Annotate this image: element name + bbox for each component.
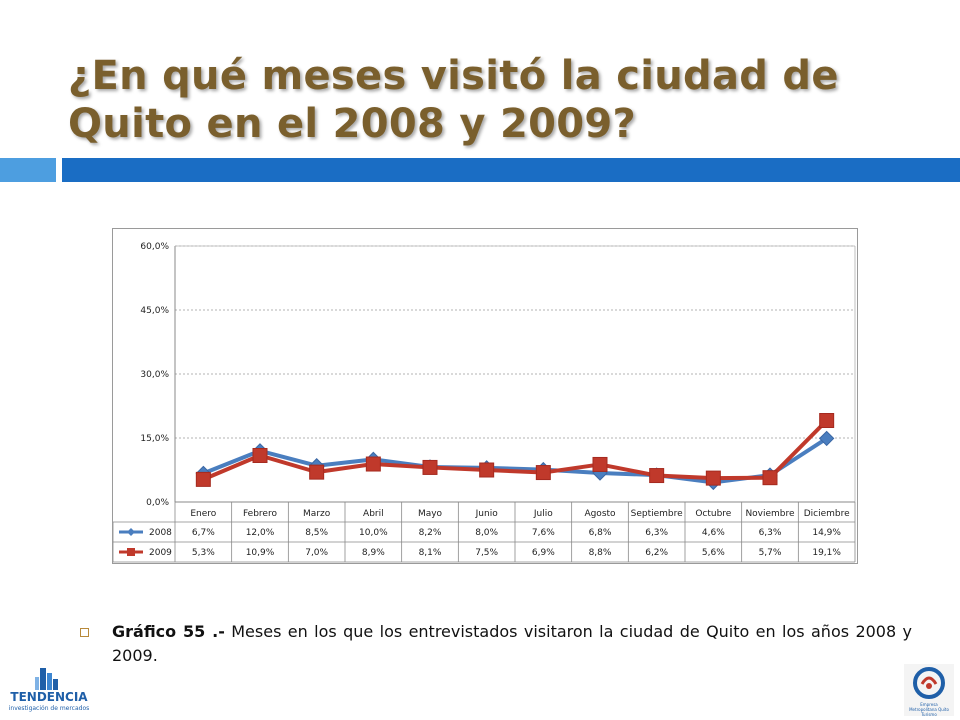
y-tick-label: 0,0%: [146, 498, 169, 508]
data-label-2009: 5,6%: [702, 548, 725, 558]
y-tick-label: 15,0%: [140, 434, 169, 444]
data-label-2008: 4,6%: [702, 528, 725, 538]
data-point-2008: [818, 430, 835, 447]
data-label-2008: 8,0%: [475, 528, 498, 538]
quito-turismo-logo: Empresa Metropolitana Quito Turismo: [904, 664, 954, 717]
caption-text: Meses en los que los entrevistados visit…: [112, 622, 913, 665]
data-label-2008: 6,3%: [759, 528, 782, 538]
chart-canvas: 0,0% 15,0% 30,0% 45,0% 60,0% Enero Febrero Mar…: [113, 242, 856, 563]
data-label-2008: 8,2%: [419, 528, 442, 538]
legend-entry-2008: 2008: [149, 528, 172, 538]
data-point-2009: [705, 470, 721, 486]
legend-key-marker-2008: [127, 528, 135, 536]
data-label-2009: 6,2%: [645, 548, 668, 558]
data-label-2009: 8,8%: [589, 548, 612, 558]
x-tick-label: Diciembre: [804, 509, 850, 519]
tendencia-tagline: investigación de mercados: [8, 705, 90, 712]
header-bar: [62, 158, 960, 182]
data-label-2009: 6,9%: [532, 548, 555, 558]
data-point-2009: [479, 462, 495, 478]
data-label-2008: 7,6%: [532, 528, 555, 538]
series-lines: [195, 413, 835, 491]
data-point-2009: [365, 456, 381, 472]
data-label-2008: 8,5%: [305, 528, 328, 538]
data-label-2008: 6,8%: [589, 528, 612, 538]
data-label-2009: 5,3%: [192, 548, 215, 558]
header-bar-accent: [0, 158, 56, 182]
data-label-2009: 10,9%: [246, 548, 275, 558]
tendencia-logo: TENDENCIA investigación de mercados: [6, 664, 92, 716]
quito-turismo-text: Empresa Metropolitana Quito Turismo: [909, 702, 949, 717]
data-point-2009: [252, 447, 268, 463]
line-chart: 0,0% 15,0% 30,0% 45,0% 60,0% Enero Febrero Mar…: [112, 228, 858, 564]
data-point-2009: [649, 468, 665, 484]
legend-key-marker-2009: [127, 548, 135, 556]
y-tick-label: 60,0%: [140, 242, 169, 252]
data-label-2008: 10,0%: [359, 528, 388, 538]
bullet-icon: [80, 628, 89, 637]
series-line-2009: [202, 419, 829, 482]
data-label-2008: 6,7%: [192, 528, 215, 538]
data-label-2009: 7,5%: [475, 548, 498, 558]
data-label-2008: 12,0%: [246, 528, 275, 538]
caption-label: Gráfico 55 .-: [112, 622, 225, 641]
x-tick-label: Agosto: [584, 509, 616, 519]
legend-entry-2009: 2009: [149, 548, 172, 558]
x-tick-label: Junio: [475, 509, 499, 519]
x-tick-label: Febrero: [243, 509, 277, 519]
y-axis: 0,0% 15,0% 30,0% 45,0% 60,0%: [140, 242, 856, 508]
data-label-2009: 8,1%: [419, 548, 442, 558]
data-table: Enero Febrero Marzo Abril Mayo Junio Julio Agos…: [113, 501, 856, 563]
data-point-2009: [819, 413, 835, 429]
data-label-2008: 6,3%: [645, 528, 668, 538]
tendencia-name: TENDENCIA: [10, 690, 88, 704]
data-label-2008: 14,9%: [812, 528, 841, 538]
data-point-2009: [309, 464, 325, 480]
y-tick-label: 45,0%: [140, 306, 169, 316]
buildings-icon: [35, 668, 58, 690]
data-point-2009: [762, 470, 778, 486]
data-label-2009: 7,0%: [305, 548, 328, 558]
x-tick-label: Julio: [533, 509, 553, 519]
data-label-2009: 8,9%: [362, 548, 385, 558]
data-point-2009: [535, 465, 551, 481]
data-point-2009: [592, 456, 608, 472]
x-tick-label: Enero: [190, 509, 216, 519]
x-tick-label: Abril: [363, 509, 384, 519]
x-tick-label: Septiembre: [631, 509, 684, 519]
figure-caption: Gráfico 55 .- Meses en los que los entre…: [112, 620, 912, 668]
x-tick-label: Octubre: [695, 509, 731, 519]
page-title: ¿En qué meses visitó la ciudad de Quito …: [68, 53, 839, 147]
series-line-2008: [202, 436, 828, 485]
data-label-2009: 5,7%: [759, 548, 782, 558]
data-point-2009: [422, 459, 438, 475]
quito-turismo-icon: [913, 667, 945, 699]
x-tick-label: Mayo: [418, 509, 443, 519]
x-tick-label: Marzo: [303, 509, 331, 519]
x-tick-label: Noviembre: [745, 509, 795, 519]
data-point-2009: [195, 471, 211, 487]
data-label-2009: 19,1%: [812, 548, 841, 558]
y-tick-label: 30,0%: [140, 370, 169, 380]
grid-lines: [175, 245, 855, 439]
